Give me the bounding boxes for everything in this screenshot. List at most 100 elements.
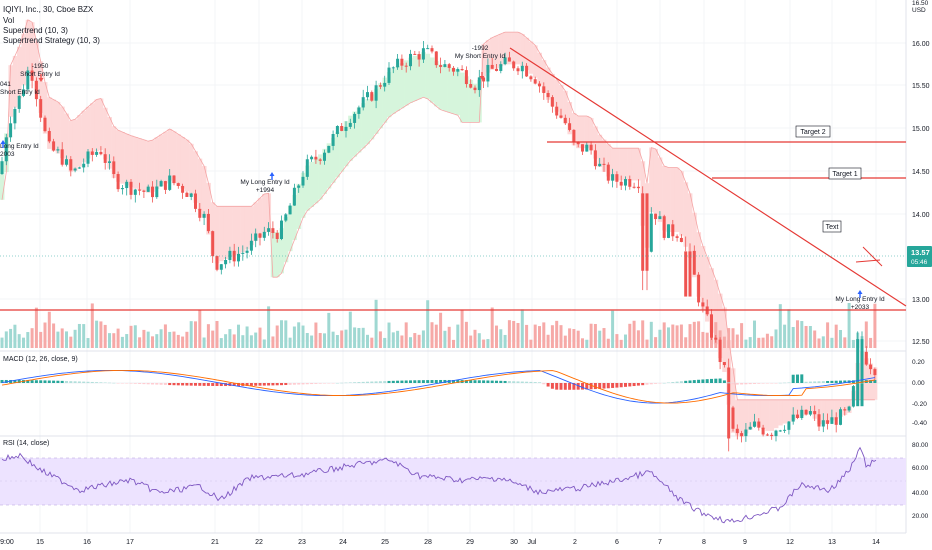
candle-body (598, 163, 602, 167)
time-tick-label[interactable]: 17 (126, 539, 134, 546)
time-tick-label[interactable]: 28 (424, 539, 432, 546)
candle-body (383, 82, 387, 87)
price-tick-label[interactable]: 15.00 (912, 126, 930, 133)
macd-histogram-bar (95, 382, 99, 383)
volume-bar (90, 303, 94, 348)
time-tick-label[interactable]: 19:00 (0, 539, 14, 546)
target-1-label[interactable]: Target 1 (832, 171, 857, 178)
supertrend-fill-segment (111, 126, 117, 178)
signal-text: My Short Entry Id (455, 53, 506, 60)
supertrend-fill-segment (249, 206, 254, 246)
time-tick-label[interactable]: 24 (339, 539, 347, 546)
short-trend-segment-2[interactable] (855, 259, 881, 263)
time-tick-label[interactable]: 21 (211, 539, 219, 546)
price-tick-top[interactable]: 16.50 (912, 0, 929, 7)
price-tick-label[interactable]: 14.00 (912, 212, 930, 219)
short-trend-segment[interactable] (862, 246, 883, 267)
volume-bar (232, 334, 236, 348)
rsi-tick-label[interactable]: 80.00 (912, 442, 929, 449)
time-tick-label[interactable]: 8 (702, 539, 706, 546)
candle-body (327, 145, 331, 153)
time-tick-label[interactable]: 15 (36, 539, 44, 546)
candle-body (254, 233, 258, 241)
volume-bar (108, 333, 111, 348)
text-annotation-box[interactable] (822, 220, 842, 233)
price-tick-label[interactable]: 12.50 (912, 339, 930, 346)
candle-body (241, 252, 245, 254)
macd-histogram-bar (834, 380, 838, 383)
macd-histogram-bar (830, 380, 834, 383)
time-axis[interactable]: 19:00 15 16 17 21 22 23 24 25 28 29 30 Jul 2 6 7 8 9 12 13 1… (0, 539, 880, 546)
time-tick-label[interactable]: 14 (872, 539, 880, 546)
time-tick-label[interactable]: 23 (298, 539, 306, 546)
time-tick-label[interactable]: 30 (510, 539, 518, 546)
rsi-label[interactable]: RSI (14, close) (3, 440, 49, 447)
price-tick-label[interactable]: 14.50 (912, 169, 930, 176)
time-tick-label[interactable]: 22 (255, 539, 263, 546)
macd-label[interactable]: MACD (12, 26, close, 9) (3, 356, 78, 363)
macd-histogram-bar (817, 381, 821, 383)
candle-body (748, 426, 752, 430)
text-annotation-label[interactable]: Text (826, 224, 839, 231)
time-tick-label[interactable]: 25 (381, 539, 389, 546)
target-2-label[interactable]: Target 2 (800, 129, 825, 136)
time-tick-label[interactable]: 29 (466, 539, 474, 546)
supertrend-fill-segment (653, 148, 659, 214)
supertrend-fill-segment (597, 134, 603, 167)
macd-histogram-bar (198, 383, 202, 386)
rsi-tick-label[interactable]: 40.00 (912, 490, 929, 497)
supertrend-fill-segment (318, 154, 323, 200)
rsi-tick-label[interactable]: 20.00 (912, 513, 929, 520)
macd-tick-label[interactable]: -0.40 (912, 420, 927, 427)
price-tick-label[interactable]: 13.00 (912, 297, 930, 304)
volume-bar (658, 329, 662, 348)
candle-body (662, 216, 666, 238)
macd-histogram-bar (821, 381, 825, 383)
indicator-label-supertrend-strategy[interactable]: Supertrend Strategy (10, 3) (3, 36, 100, 45)
rsi-tick-label[interactable]: 60.00 (912, 465, 929, 472)
macd-histogram-bar (550, 383, 554, 389)
price-unit-label[interactable]: USD (912, 7, 926, 14)
candle-body (400, 58, 404, 66)
indicator-label-vol[interactable]: Vol (3, 16, 14, 25)
volume-bar (95, 320, 99, 348)
candle-body (727, 367, 731, 439)
descending-trend-line[interactable] (509, 47, 907, 307)
macd-tick-label[interactable]: 0.20 (912, 359, 925, 366)
macd-histogram-bar (417, 380, 421, 383)
time-tick-label[interactable]: Jul (528, 539, 537, 546)
volume-bar (194, 321, 197, 348)
supertrend-fill-segment (803, 399, 809, 415)
macd-histogram-bar (765, 383, 769, 384)
time-tick-label[interactable]: 6 (615, 539, 619, 546)
supertrend-fill-segment (361, 103, 366, 149)
time-tick-label[interactable]: 7 (658, 539, 662, 546)
time-tick-label[interactable]: 2 (573, 539, 577, 546)
supertrend-fill-segment (240, 206, 246, 253)
macd-tick-label[interactable]: 0.00 (912, 380, 925, 387)
rsi-line (1, 446, 877, 524)
price-tick-label[interactable]: 16.00 (912, 41, 930, 48)
price-tick-label[interactable]: 15.50 (912, 83, 930, 90)
time-tick-label[interactable]: 16 (83, 539, 91, 546)
time-tick-label[interactable]: 9 (743, 539, 747, 546)
supertrend-fill-segment (619, 148, 624, 181)
time-tick-label[interactable]: 12 (786, 539, 794, 546)
volume-bar (99, 321, 103, 348)
target-1-box[interactable] (828, 167, 862, 180)
candle-body (744, 429, 748, 437)
drawing-tools[interactable]: Target 2 Target 1 Text (0, 47, 907, 311)
candle-body (52, 141, 56, 151)
time-tick-label[interactable]: 13 (828, 539, 836, 546)
indicator-label-supertrend[interactable]: Supertrend (10, 3) (3, 26, 68, 35)
candle-body (378, 85, 382, 87)
volume-bar (267, 306, 271, 348)
target-2-box[interactable] (795, 125, 831, 138)
macd-tick-label[interactable]: -0.20 (912, 401, 927, 408)
candle-body (555, 106, 559, 116)
supertrend-fill-segment (279, 228, 284, 274)
macd-histogram-bar (525, 381, 529, 383)
candle-body (512, 61, 516, 69)
